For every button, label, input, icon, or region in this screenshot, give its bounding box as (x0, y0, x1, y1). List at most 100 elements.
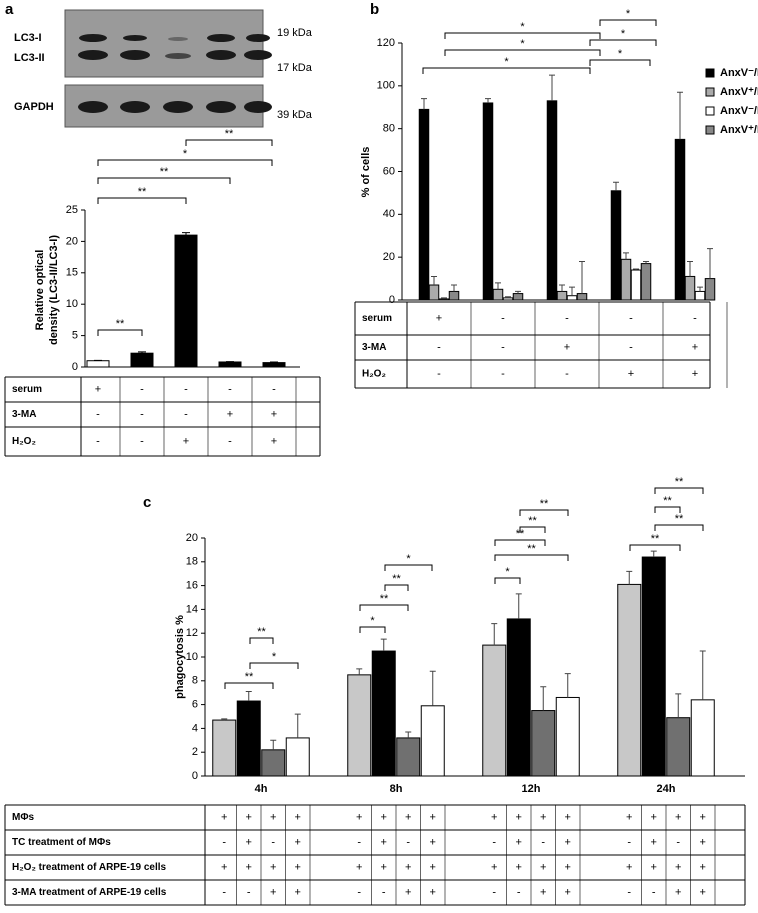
error-bar (405, 731, 412, 738)
cell: + (651, 836, 657, 848)
cell: + (700, 836, 706, 848)
bar (640, 263, 652, 301)
error-bar (138, 351, 146, 354)
cell: + (221, 861, 227, 873)
legend-label: AnxV⁺/PI⁻ (720, 86, 758, 98)
significance-label: ** (516, 528, 525, 540)
y-tick-label: 0 (72, 361, 78, 373)
significance-label: * (618, 48, 623, 60)
error-bar (687, 260, 693, 277)
bar (396, 737, 421, 777)
bar (438, 298, 450, 301)
blot-size: 17 kDa (277, 62, 313, 74)
x-tick-label: 8h (390, 783, 403, 795)
significance-bracket (494, 577, 521, 584)
bar (630, 269, 642, 301)
cell: + (516, 836, 522, 848)
y-tick-label: 0 (192, 770, 198, 782)
error-bar (485, 98, 491, 103)
cell: - (271, 836, 275, 848)
bar (262, 362, 286, 368)
error-bar (643, 260, 649, 264)
significance-label: * (520, 21, 525, 33)
cell: + (565, 861, 571, 873)
cell: + (430, 886, 436, 898)
cell: + (700, 886, 706, 898)
cell: - (96, 408, 100, 420)
cell: - (565, 312, 569, 324)
error-bar (245, 691, 252, 702)
cell: - (96, 435, 100, 447)
cell: - (247, 886, 251, 898)
cell: - (541, 836, 545, 848)
significance-label: ** (225, 128, 234, 140)
cell: + (271, 408, 277, 420)
significance-bracket (654, 524, 704, 531)
bar (482, 102, 494, 301)
cell: + (405, 861, 411, 873)
x-tick-label: 24h (657, 783, 676, 795)
significance-bracket (599, 19, 657, 26)
error-bar (569, 286, 575, 296)
cell: + (381, 861, 387, 873)
significance-label: * (505, 566, 510, 578)
bar (704, 278, 716, 301)
bar (684, 275, 696, 301)
error-bar (675, 693, 682, 718)
cell: + (356, 811, 362, 823)
error-bar (549, 74, 555, 101)
error-bar (429, 670, 436, 706)
blot-size: 39 kDa (277, 109, 313, 121)
cell: - (693, 312, 697, 324)
y-tick-label: 16 (186, 580, 198, 592)
error-bar (270, 361, 278, 363)
y-tick-label: 8 (192, 675, 198, 687)
y-tick-label: 40 (383, 208, 395, 220)
significance-bracket (224, 682, 274, 689)
error-bar (623, 252, 629, 260)
cell: - (652, 886, 656, 898)
significance-label: ** (540, 498, 549, 510)
row-label: TC treatment of MΦs (12, 837, 111, 848)
bar (555, 696, 580, 777)
bar (174, 234, 198, 368)
bar (502, 297, 514, 301)
cell: + (295, 811, 301, 823)
cell: + (565, 811, 571, 823)
bar (261, 749, 286, 777)
y-tick-label: 12 (186, 627, 198, 639)
cell: + (430, 836, 436, 848)
cell: + (675, 811, 681, 823)
cell: - (222, 836, 226, 848)
cell: - (627, 886, 631, 898)
significance-bracket (589, 59, 651, 66)
significance-bracket (444, 49, 601, 56)
significance-bracket (249, 637, 274, 644)
legend-swatch (705, 106, 715, 116)
significance-bracket (384, 584, 409, 591)
significance-label: ** (392, 573, 401, 585)
legend-swatch (705, 68, 715, 78)
bar (512, 293, 524, 301)
cell: + (227, 408, 233, 420)
bar (566, 295, 578, 301)
error-bar (677, 91, 683, 140)
cell: + (491, 811, 497, 823)
row-label: 3-MA (362, 342, 386, 353)
bar (492, 288, 504, 301)
cell: + (628, 368, 634, 380)
significance-label: ** (527, 543, 536, 555)
cell: + (516, 811, 522, 823)
cell: - (629, 312, 633, 324)
error-bar (650, 550, 657, 558)
x-tick-label: 4h (255, 783, 268, 795)
cell: - (492, 836, 496, 848)
legend-swatch (705, 87, 715, 97)
cell: + (270, 886, 276, 898)
error-bar (540, 686, 547, 711)
y-tick-label: 4 (192, 722, 198, 734)
bar (506, 618, 531, 777)
row-label: serum (362, 313, 392, 324)
significance-bracket (519, 526, 546, 533)
cell: + (626, 861, 632, 873)
